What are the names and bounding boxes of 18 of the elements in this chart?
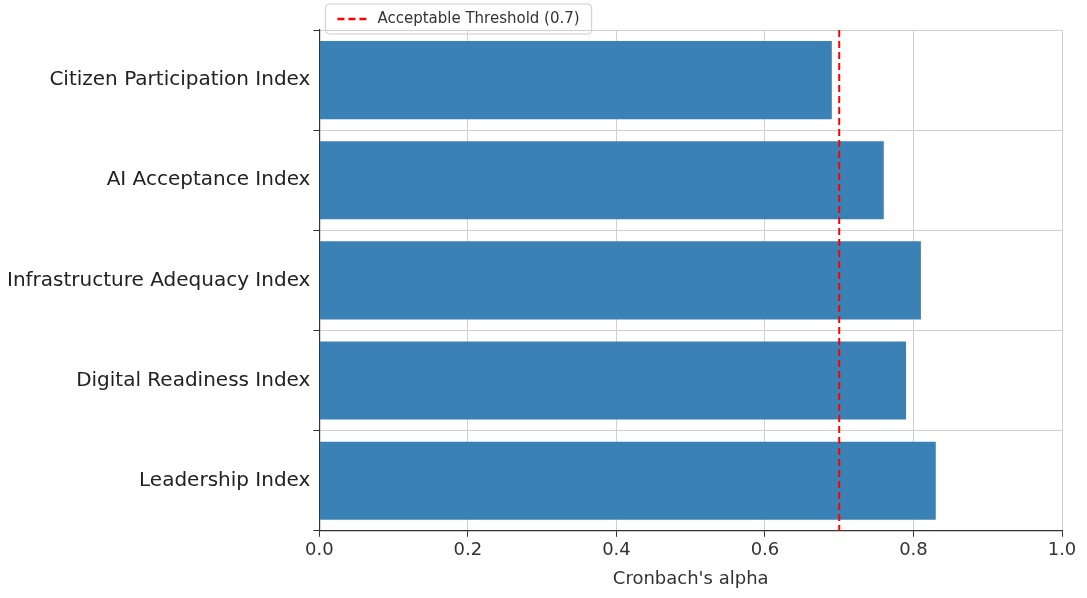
bar — [319, 241, 921, 320]
x-tick-label: 0.4 — [602, 538, 631, 560]
bar — [319, 141, 884, 220]
x-tick-label: 1.0 — [1047, 538, 1077, 560]
y-tick-label: AI Acceptance Index — [106, 166, 311, 191]
bar — [319, 41, 832, 120]
x-axis-title: Cronbach's alpha — [612, 566, 769, 588]
legend-label: Acceptable Threshold (0.7) — [377, 8, 580, 27]
y-tick-label: Infrastructure Adequacy Index — [7, 266, 311, 291]
y-tick-label: Digital Readiness Index — [76, 366, 311, 391]
y-tick-label: Citizen Participation Index — [49, 66, 311, 91]
x-tick-label: 0.0 — [305, 538, 334, 560]
x-tick-label: 0.6 — [750, 538, 780, 560]
x-tick-label: 0.2 — [453, 538, 483, 560]
x-tick-label: 0.8 — [899, 538, 928, 560]
bar — [319, 441, 936, 520]
bar — [319, 341, 907, 420]
y-tick-label: Leadership Index — [139, 466, 311, 491]
